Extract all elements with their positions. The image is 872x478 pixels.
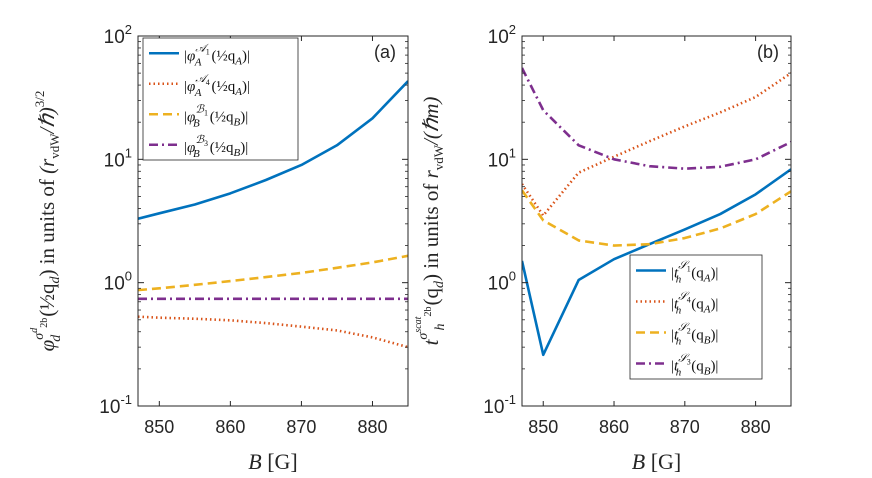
series-line-b-3	[522, 189, 791, 247]
y-tick-label-a: 100	[104, 269, 132, 295]
axes-box-b	[521, 35, 792, 407]
x-tick-label-b: 850	[528, 417, 558, 437]
y-axis-label-a: φσd2bd(½qd) in units of (rvdW/ℏ)3/2	[29, 91, 64, 352]
y-tick-label-b: 102	[488, 22, 516, 48]
x-axis-label-a: B [G]	[248, 449, 298, 474]
series-line-b-4	[522, 67, 791, 170]
series-line-b-2	[522, 72, 791, 217]
legend-label-a-1: |φ𝒜1 A (½qA)|	[184, 42, 250, 68]
y-tick-label-b: 10-1	[483, 392, 516, 418]
x-tick-label-b: 870	[670, 417, 700, 437]
x-tick-label-a: 870	[286, 417, 316, 437]
chart-panel-a: 850 860 870 880 10-1 100 101 102 (a) B [G] φσd2bd(…	[29, 22, 409, 474]
x-tick-label-a: 860	[215, 417, 245, 437]
legend-label-a-3: |φℬ1 B (½qB)|	[184, 103, 248, 129]
legend-label-b-4: |t𝒮3 h (qB)|	[671, 353, 718, 379]
legend-label-a-4: |φℬ3 B (½qB)|	[184, 134, 248, 160]
y-tick-label-b: 101	[488, 145, 516, 171]
x-tick-label-b: 880	[741, 417, 771, 437]
legend-label-a-2: |φ𝒜4 A (½qA)|	[184, 73, 250, 99]
series-line-a-1	[138, 80, 408, 220]
x-axis-label-b: B [G]	[632, 449, 682, 474]
legend-box-a	[142, 37, 299, 161]
legend-b: |t𝒮1 h (qA)||t𝒮4 h (qA)||t𝒮2 h (qB)||t𝒮3 h (qB)|	[629, 254, 763, 380]
legend-label-b-2: |t𝒮4 h (qA)|	[671, 291, 718, 317]
panel-label-a: (a)	[374, 42, 396, 62]
x-tick-label-a: 850	[144, 417, 174, 437]
y-tick-label-a: 101	[104, 145, 132, 171]
chart-panel-b: 850 860 870 880 10-1 100 101 102 (b) B [G] tσscat2…	[413, 22, 792, 474]
x-tick-label-a: 880	[357, 417, 387, 437]
legend-box-b	[629, 254, 763, 380]
y-axis-label-b: tσscat2bh(qd) in units of rvdW/(ℏm)	[413, 97, 448, 346]
y-tick-label-a: 10-1	[99, 392, 132, 418]
axes-box-a	[137, 35, 409, 407]
panel-label-b: (b)	[757, 42, 779, 62]
y-tick-label-b: 100	[488, 269, 516, 295]
y-tick-label-a: 102	[104, 22, 132, 48]
series-line-a-3	[138, 254, 408, 292]
x-tick-label-b: 860	[599, 417, 629, 437]
legend-label-b-1: |t𝒮1 h (qA)|	[671, 260, 718, 286]
legend-a: |φ𝒜1 A (½qA)| |φ𝒜4 A (½qA)| |φℬ1 B (½qB)| |φℬ3 B (½…	[142, 37, 299, 161]
